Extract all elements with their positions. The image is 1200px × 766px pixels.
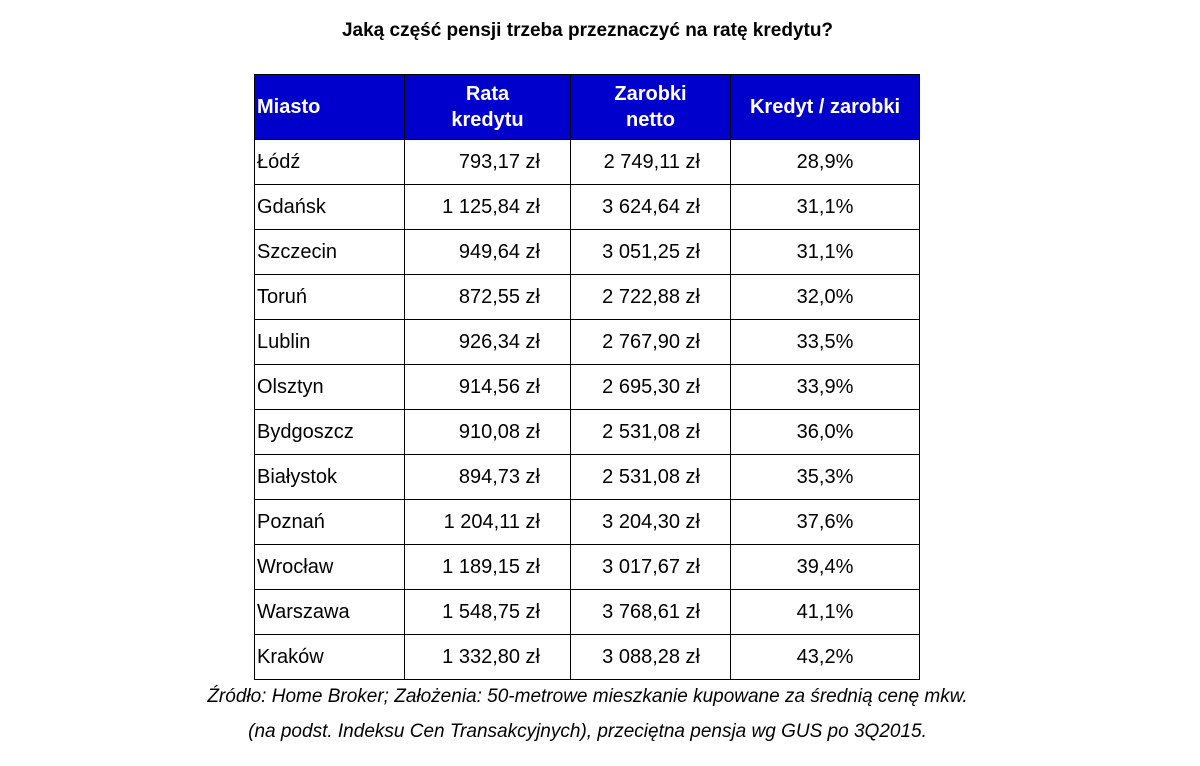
ratio-cell: 37,6% <box>730 499 920 545</box>
table-row: Gdańsk 1 125,84 zł 3 624,64 zł 31,1% <box>254 184 920 230</box>
rata-cell: 926,34 zł <box>404 319 571 365</box>
city-cell: Olsztyn <box>254 364 405 410</box>
city-cell: Poznań <box>254 499 405 545</box>
rata-cell: 1 204,11 zł <box>404 499 571 545</box>
header-zarobki-netto: Zarobki netto <box>570 74 731 140</box>
city-cell: Łódź <box>254 139 405 185</box>
city-cell: Wrocław <box>254 544 405 590</box>
table-row: Wrocław 1 189,15 zł 3 017,67 zł 39,4% <box>254 544 920 590</box>
city-cell: Toruń <box>254 274 405 320</box>
zarobki-cell: 2 749,11 zł <box>570 139 731 185</box>
header-line: kredytu <box>451 109 524 131</box>
city-cell: Szczecin <box>254 229 405 275</box>
rata-cell: 872,55 zł <box>404 274 571 320</box>
ratio-cell: 39,4% <box>730 544 920 590</box>
table-row: Lublin 926,34 zł 2 767,90 zł 33,5% <box>254 319 920 365</box>
table-row: Toruń 872,55 zł 2 722,88 zł 32,0% <box>254 274 920 320</box>
zarobki-cell: 2 695,30 zł <box>570 364 731 410</box>
city-cell: Lublin <box>254 319 405 365</box>
table-row: Warszawa 1 548,75 zł 3 768,61 zł 41,1% <box>254 589 920 635</box>
ratio-cell: 32,0% <box>730 274 920 320</box>
rata-cell: 1 332,80 zł <box>404 634 571 680</box>
zarobki-cell: 3 624,64 zł <box>570 184 731 230</box>
rata-cell: 1 125,84 zł <box>404 184 571 230</box>
city-cell: Kraków <box>254 634 405 680</box>
table-row: Kraków 1 332,80 zł 3 088,28 zł 43,2% <box>254 634 920 680</box>
zarobki-cell: 3 768,61 zł <box>570 589 731 635</box>
table-row: Poznań 1 204,11 zł 3 204,30 zł 37,6% <box>254 499 920 545</box>
city-cell: Białystok <box>254 454 405 500</box>
zarobki-cell: 3 017,67 zł <box>570 544 731 590</box>
ratio-cell: 33,5% <box>730 319 920 365</box>
table-row: Szczecin 949,64 zł 3 051,25 zł 31,1% <box>254 229 920 275</box>
table-body: Łódź 793,17 zł 2 749,11 zł 28,9% Gdańsk 1 125… <box>254 139 920 680</box>
ratio-cell: 43,2% <box>730 634 920 680</box>
header-kredyt-zarobki: Kredyt / zarobki <box>730 74 920 140</box>
zarobki-cell: 2 767,90 zł <box>570 319 731 365</box>
header-line: Zarobki <box>614 83 687 105</box>
rata-cell: 894,73 zł <box>404 454 571 500</box>
header-line: netto <box>626 109 675 131</box>
city-cell: Bydgoszcz <box>254 409 405 455</box>
rata-cell: 910,08 zł <box>404 409 571 455</box>
city-cell: Gdańsk <box>254 184 405 230</box>
rata-cell: 1 189,15 zł <box>404 544 571 590</box>
ratio-cell: 31,1% <box>730 184 920 230</box>
rata-cell: 949,64 zł <box>404 229 571 275</box>
header-rata-kredytu: Rata kredytu <box>404 74 571 140</box>
ratio-cell: 36,0% <box>730 409 920 455</box>
footnote-source: Źródło: Home Broker; Założenia: 50-metro… <box>207 686 968 707</box>
header-row: Miasto Rata kredytu Zarobki netto Kredyt… <box>254 74 920 140</box>
chart-title: Jaką część pensji trzeba przeznaczyć na … <box>341 20 834 41</box>
rata-cell: 1 548,75 zł <box>404 589 571 635</box>
header-line: Rata <box>465 83 510 105</box>
header-line: Kredyt / zarobki <box>749 96 901 118</box>
rata-cell: 793,17 zł <box>404 139 571 185</box>
zarobki-cell: 2 722,88 zł <box>570 274 731 320</box>
ratio-cell: 28,9% <box>730 139 920 185</box>
rata-cell: 914,56 zł <box>404 364 571 410</box>
zarobki-cell: 2 531,08 zł <box>570 454 731 500</box>
ratio-cell: 31,1% <box>730 229 920 275</box>
zarobki-cell: 3 051,25 zł <box>570 229 731 275</box>
table-row: Łódź 793,17 zł 2 749,11 zł 28,9% <box>254 139 920 185</box>
ratio-cell: 35,3% <box>730 454 920 500</box>
city-cell: Warszawa <box>254 589 405 635</box>
header-miasto: Miasto <box>254 74 405 140</box>
data-table: Miasto Rata kredytu Zarobki netto Kredyt… <box>254 74 920 680</box>
zarobki-cell: 2 531,08 zł <box>570 409 731 455</box>
table-row: Olsztyn 914,56 zł 2 695,30 zł 33,9% <box>254 364 920 410</box>
header-line: Miasto <box>257 96 321 118</box>
ratio-cell: 41,1% <box>730 589 920 635</box>
zarobki-cell: 3 088,28 zł <box>570 634 731 680</box>
footnote-assumptions: (na podst. Indeksu Cen Transakcyjnych), … <box>248 721 927 742</box>
table-row: Białystok 894,73 zł 2 531,08 zł 35,3% <box>254 454 920 500</box>
ratio-cell: 33,9% <box>730 364 920 410</box>
zarobki-cell: 3 204,30 zł <box>570 499 731 545</box>
table-row: Bydgoszcz 910,08 zł 2 531,08 zł 36,0% <box>254 409 920 455</box>
